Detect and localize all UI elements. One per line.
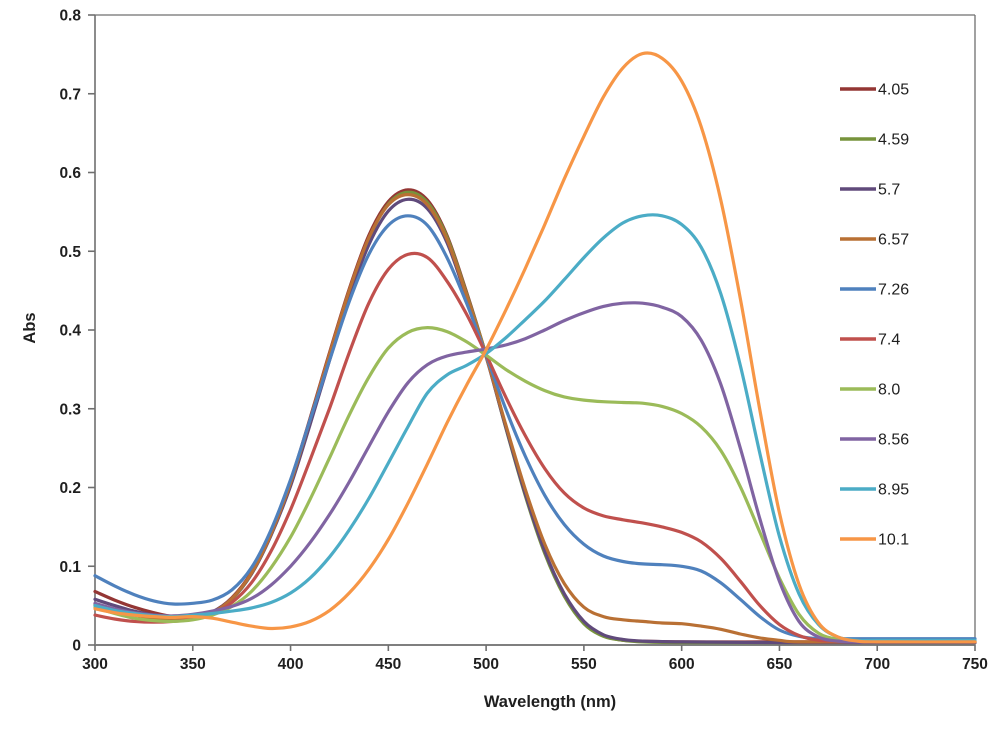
legend-label-7.4: 7.4 — [878, 332, 900, 349]
legend-label-8.95: 8.95 — [878, 482, 909, 499]
x-tick-label: 600 — [669, 656, 695, 673]
y-tick-label: 0.8 — [59, 8, 81, 25]
x-tick-label: 550 — [571, 656, 597, 673]
axes-group: 300 350 400 450 500 550 600 650 700 750 0 0.1 0.2 0.3… — [59, 8, 988, 674]
y-tick-label: 0 — [72, 638, 81, 655]
series-curve-8.95 — [93, 213, 977, 643]
legend-item-8.56: 8.56 — [840, 432, 909, 449]
legend-label-8.0: 8.0 — [878, 382, 900, 399]
y-tick-label: 0.7 — [59, 86, 81, 103]
x-axis-title: Wavelength (nm) — [484, 693, 616, 711]
legend-item-5.7: 5.7 — [840, 182, 900, 199]
x-tick-label: 300 — [82, 656, 108, 673]
y-tick-label: 0.1 — [59, 559, 81, 576]
y-tick-label: 0.3 — [59, 401, 81, 418]
x-tick-label: 400 — [278, 656, 304, 673]
y-axis-title: Abs — [21, 312, 39, 343]
legend-item-4.05: 4.05 — [840, 82, 909, 99]
legend-label-8.56: 8.56 — [878, 432, 909, 449]
legend-item-8.0: 8.0 — [840, 382, 900, 399]
x-tick-label: 350 — [180, 656, 206, 673]
legend-item-10.1: 10.1 — [840, 532, 909, 549]
legend-item-7.4: 7.4 — [840, 332, 900, 349]
legend-item-4.59: 4.59 — [840, 132, 909, 149]
series-curve-8.56 — [93, 301, 977, 644]
x-tick-label: 750 — [962, 656, 988, 673]
legend-group: 4.05 4.59 5.7 6.57 7.26 7.4 8.0 8.56 8.95 10.1 — [840, 82, 909, 549]
x-tick-label: 500 — [473, 656, 499, 673]
series-curve-4.59 — [93, 190, 977, 645]
legend-label-7.26: 7.26 — [878, 282, 909, 299]
legend-label-4.05: 4.05 — [878, 82, 909, 99]
legend-label-6.57: 6.57 — [878, 232, 909, 249]
legend-label-4.59: 4.59 — [878, 132, 909, 149]
series-curve-6.57 — [93, 193, 977, 644]
series-curve-7.26 — [93, 214, 977, 641]
y-tick-label: 0.5 — [59, 244, 81, 261]
y-tick-label: 0.2 — [59, 480, 81, 497]
legend-item-7.26: 7.26 — [840, 282, 909, 299]
y-tick-label: 0.6 — [59, 165, 81, 182]
x-tick-label: 650 — [767, 656, 793, 673]
x-tick-label: 450 — [375, 656, 401, 673]
plot-border-group — [95, 14, 976, 645]
series-curve-4.05 — [93, 188, 977, 644]
curves-group — [93, 51, 977, 645]
x-tick-label: 700 — [864, 656, 890, 673]
legend-item-6.57: 6.57 — [840, 232, 909, 249]
legend-item-8.95: 8.95 — [840, 482, 909, 499]
series-curve-5.7 — [93, 197, 977, 645]
legend-label-5.7: 5.7 — [878, 182, 900, 199]
series-curve-10.1 — [93, 51, 977, 644]
y-tick-label: 0.4 — [59, 323, 81, 340]
legend-label-10.1: 10.1 — [878, 532, 909, 549]
